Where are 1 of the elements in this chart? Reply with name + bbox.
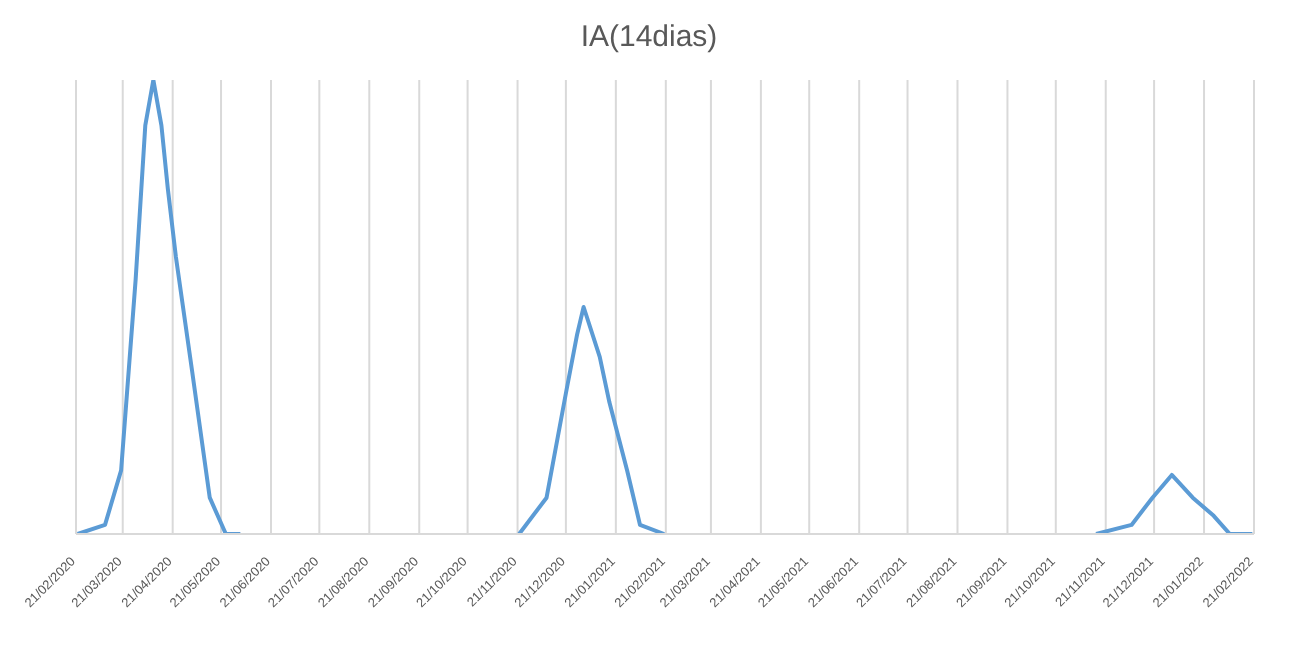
chart-title: IA(14dias) (578, 18, 720, 58)
